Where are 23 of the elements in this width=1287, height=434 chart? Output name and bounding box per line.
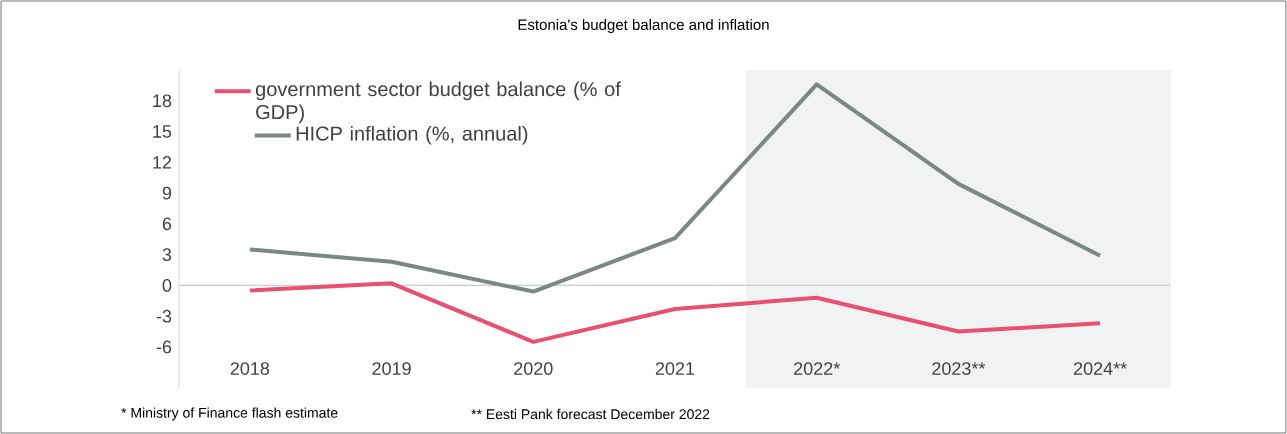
line-series xyxy=(247,82,1103,294)
y-tick-label: 12 xyxy=(153,156,172,169)
legend-label: government sector budget balance (% of GDP) xyxy=(255,81,621,124)
x-tick-label: 2019 xyxy=(372,362,411,375)
line-series xyxy=(247,281,1103,344)
y-tick-label: 0 xyxy=(162,279,172,292)
chart-title: Estonia's budget balance and inflation xyxy=(518,19,769,33)
y-tick-label: 18 xyxy=(153,94,172,108)
y-tick-label: 9 xyxy=(162,186,172,200)
y-tick-label: 15 xyxy=(153,125,172,138)
x-tick-label: 2018 xyxy=(230,362,270,375)
y-tick-label: 3 xyxy=(162,248,172,262)
x-tick-label: 2021 xyxy=(655,362,695,375)
x-tick-label: 2023** xyxy=(932,362,986,375)
x-tick-label: 2022* xyxy=(794,362,840,375)
legend-label: HICP inflation (%, annual) xyxy=(296,125,528,145)
y-tick-label: -3 xyxy=(156,309,172,323)
y-tick-label: 6 xyxy=(162,217,172,231)
y-tick-label: -6 xyxy=(156,340,172,354)
text: ** Eesti Pank forecast December 2022 xyxy=(471,408,710,420)
text: * Ministry of Finance flash estimate xyxy=(121,407,338,421)
x-tick-label: 2024** xyxy=(1074,362,1127,375)
x-tick-label: 2020 xyxy=(514,362,553,375)
